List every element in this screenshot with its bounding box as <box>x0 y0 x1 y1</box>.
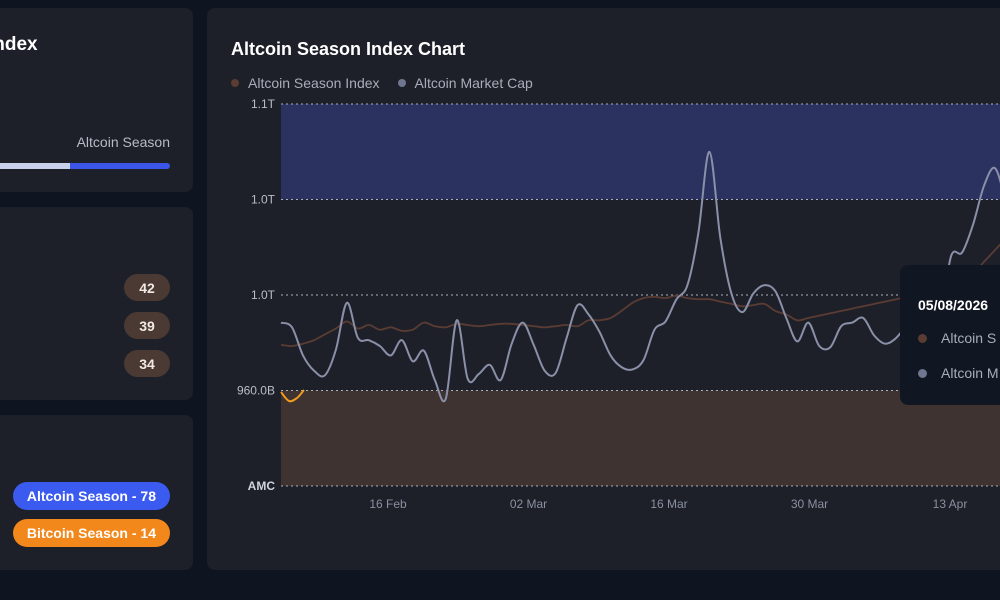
tooltip-row-season-index: Altcoin S <box>918 330 996 346</box>
legend-item-season-index[interactable]: Altcoin Season Index <box>231 75 380 91</box>
tooltip-row-label: Altcoin S <box>941 330 997 346</box>
y-tick-label: 1.1T <box>251 97 276 111</box>
legend-dot-icon <box>397 79 406 87</box>
value-badge-3: 34 <box>124 350 170 377</box>
value-badge-2: 39 <box>124 312 170 339</box>
value-badge-1: 42 <box>124 274 170 301</box>
series-line-season-index <box>280 243 1000 347</box>
y-tick-label: AMC <box>248 479 276 493</box>
season-meter <box>0 163 170 169</box>
x-tick-label: 16 Feb <box>369 497 407 511</box>
legend-label: Altcoin Season Index <box>248 75 380 91</box>
tooltip-dot-icon <box>918 333 927 343</box>
history-values-card: 42 39 34 <box>0 207 193 400</box>
y-tick-label: 1.0T <box>251 193 276 207</box>
altcoin-season-label: Altcoin Season <box>76 134 170 150</box>
chart-tooltip: 05/08/2026 Altcoin S Altcoin M <box>900 265 1000 405</box>
tooltip-row-market-cap: Altcoin M <box>918 365 999 381</box>
index-card-title: Index <box>0 34 38 55</box>
legend-dot-icon <box>231 79 239 87</box>
altcoin-season-zone <box>281 104 1000 200</box>
season-summary-card: Altcoin Season - 78 Bitcoin Season - 14 <box>0 415 193 570</box>
legend-label: Altcoin Market Cap <box>414 75 533 91</box>
altcoin-season-badge: Altcoin Season - 78 <box>12 482 170 510</box>
chart-canvas[interactable]: 1.1T 1.0T 1.0T 960.0B AMC 16 Feb 02 Mar 16 Mar 3… <box>207 8 1000 570</box>
x-tick-label: 16 Mar <box>650 497 687 511</box>
season-index-highlight <box>280 389 305 403</box>
altcoin-season-chart-card: 1.1T 1.0T 1.0T 960.0B AMC 16 Feb 02 Mar 16 Mar 3… <box>207 8 1000 570</box>
tooltip-dot-icon <box>918 368 927 378</box>
tooltip-date: 05/08/2026 <box>918 297 989 313</box>
chart-title: Altcoin Season Index Chart <box>231 39 466 59</box>
tooltip-row-label: Altcoin M <box>941 365 999 381</box>
x-tick-label: 02 Mar <box>510 497 547 511</box>
chart-legend: Altcoin Season Index Altcoin Market Cap <box>231 75 533 91</box>
x-tick-label: 30 Mar <box>791 497 828 511</box>
legend-item-market-cap[interactable]: Altcoin Market Cap <box>397 75 533 91</box>
series-line-market-cap <box>280 150 1000 403</box>
season-meter-fill <box>0 163 70 169</box>
y-tick-label: 960.0B <box>237 384 275 398</box>
x-tick-label: 13 Apr <box>933 497 968 511</box>
altcoin-season-index-card: Index Altcoin Season <box>0 8 193 192</box>
bitcoin-season-zone <box>281 390 1000 486</box>
y-tick-label: 1.0T <box>251 288 276 302</box>
bitcoin-season-badge: Bitcoin Season - 14 <box>12 519 170 547</box>
